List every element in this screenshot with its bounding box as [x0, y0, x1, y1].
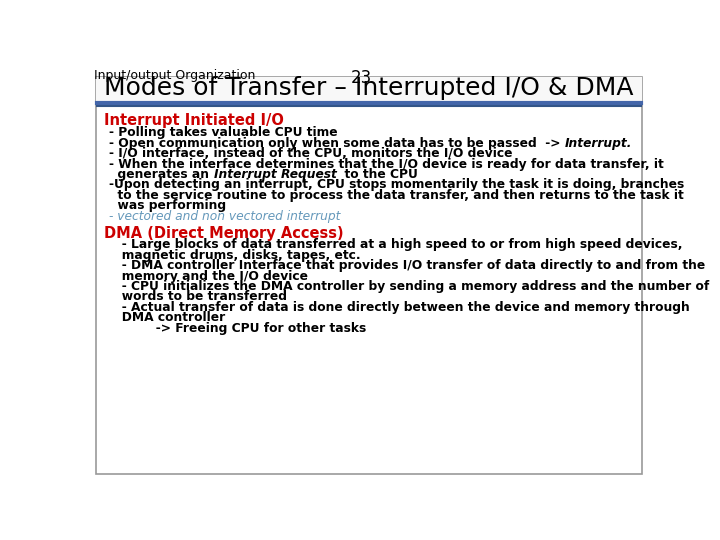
- Text: to the CPU: to the CPU: [336, 168, 418, 181]
- Text: Interrupt.: Interrupt.: [565, 137, 632, 150]
- Text: - I/O interface, instead of the CPU, monitors the I/O device: - I/O interface, instead of the CPU, mon…: [109, 147, 513, 160]
- Text: -Upon detecting an interrupt, CPU stops momentarily the task it is doing, branch: -Upon detecting an interrupt, CPU stops …: [109, 178, 685, 191]
- Text: 23: 23: [351, 70, 372, 87]
- Text: - CPU initializes the DMA controller by sending a memory address and the number : - CPU initializes the DMA controller by …: [109, 280, 710, 293]
- Text: generates an: generates an: [109, 168, 214, 181]
- Text: Input/output Organization: Input/output Organization: [94, 70, 256, 83]
- Text: - DMA controller Interface that provides I/O transfer of data directly to and fr: - DMA controller Interface that provides…: [109, 259, 706, 272]
- Text: Interrupt Initiated I/O: Interrupt Initiated I/O: [104, 112, 284, 127]
- Text: - Open communication only when some data has to be passed  ->: - Open communication only when some data…: [109, 137, 565, 150]
- Text: - Polling takes valuable CPU time: - Polling takes valuable CPU time: [109, 126, 338, 139]
- Text: words to be transferred: words to be transferred: [109, 291, 287, 303]
- Text: - When the interface determines that the I/O device is ready for data transfer, : - When the interface determines that the…: [109, 158, 664, 171]
- Text: Interrupt Request: Interrupt Request: [214, 168, 336, 181]
- Text: to the service routine to process the data transfer, and then returns to the tas: to the service routine to process the da…: [109, 189, 684, 202]
- Text: was performing: was performing: [109, 199, 227, 212]
- Text: -> Freeing CPU for other tasks: -> Freeing CPU for other tasks: [109, 322, 366, 335]
- Bar: [96, 77, 642, 103]
- Text: - Actual transfer of data is done directly between the device and memory through: - Actual transfer of data is done direct…: [109, 301, 690, 314]
- Text: DMA controller: DMA controller: [109, 311, 225, 324]
- Text: DMA (Direct Memory Access): DMA (Direct Memory Access): [104, 226, 343, 241]
- Text: - vectored and non vectored interrupt: - vectored and non vectored interrupt: [109, 210, 341, 222]
- Text: Modes of Transfer – Interrupted I/O & DMA: Modes of Transfer – Interrupted I/O & DM…: [104, 76, 634, 100]
- Text: - Large blocks of data transferred at a high speed to or from high speed devices: - Large blocks of data transferred at a …: [109, 239, 683, 252]
- Text: memory and the I/O device: memory and the I/O device: [109, 269, 308, 282]
- Text: magnetic drums, disks, tapes, etc.: magnetic drums, disks, tapes, etc.: [109, 249, 361, 262]
